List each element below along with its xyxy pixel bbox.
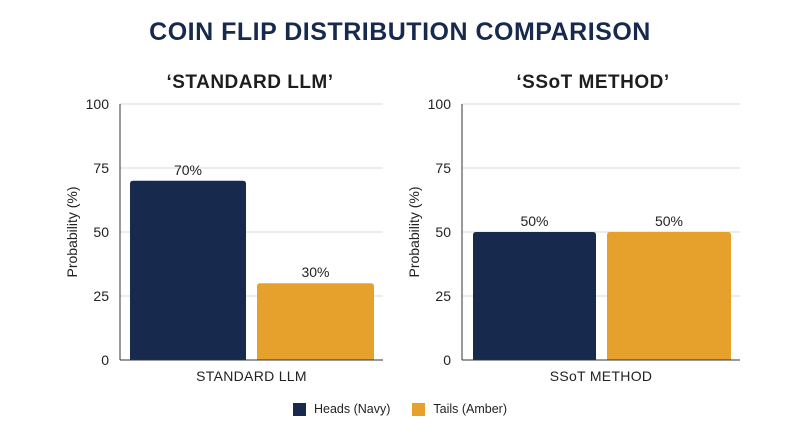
ytick-label-ssot-method-100: 100 — [428, 96, 452, 112]
chart-title: COIN FLIP DISTRIBUTION COMPARISON — [149, 18, 651, 46]
x-category-label-standard-llm: STANDARD LLM — [196, 368, 307, 384]
data-label-ssot-method-tails: 50% — [655, 213, 683, 229]
legend: Heads (Navy) Tails (Amber) — [0, 402, 800, 416]
subplot-title-ssot-method: ‘SSoT METHOD’ — [516, 72, 670, 93]
legend-item-tails: Tails (Amber) — [412, 402, 507, 416]
data-label-standard-llm-tails: 30% — [301, 264, 329, 280]
bar-ssot-method-heads — [473, 232, 596, 360]
legend-item-heads: Heads (Navy) — [292, 402, 391, 416]
ytick-label-ssot-method-75: 75 — [435, 160, 451, 176]
bar-standard-llm-heads — [130, 180, 246, 360]
bar-ssot-method-tails — [607, 232, 731, 360]
legend-label-heads: Heads (Navy) — [313, 402, 391, 416]
legend-label-tails: Tails (Amber) — [433, 402, 508, 416]
y-axis-title-ssot-method: Probability (%) — [406, 186, 422, 277]
ytick-label-standard-llm-25: 25 — [93, 288, 109, 304]
data-label-ssot-method-heads: 50% — [520, 213, 548, 229]
ytick-label-standard-llm-0: 0 — [101, 352, 109, 368]
bar-standard-llm-tails — [257, 283, 374, 360]
data-label-standard-llm-heads: 70% — [174, 162, 202, 178]
ytick-label-standard-llm-100: 100 — [86, 96, 110, 112]
subplot-title-standard-llm: ‘STANDARD LLM’ — [166, 72, 334, 93]
legend-swatch-heads — [292, 402, 306, 416]
ytick-label-standard-llm-75: 75 — [93, 160, 109, 176]
ytick-label-standard-llm-50: 50 — [93, 224, 109, 240]
legend-swatch-tails — [412, 402, 426, 416]
y-axis-title-standard-llm: Probability (%) — [64, 186, 80, 277]
ytick-label-ssot-method-50: 50 — [435, 224, 451, 240]
ytick-label-ssot-method-0: 0 — [443, 352, 451, 368]
ytick-label-ssot-method-25: 25 — [435, 288, 451, 304]
x-category-label-ssot-method: SSoT METHOD — [550, 368, 653, 384]
